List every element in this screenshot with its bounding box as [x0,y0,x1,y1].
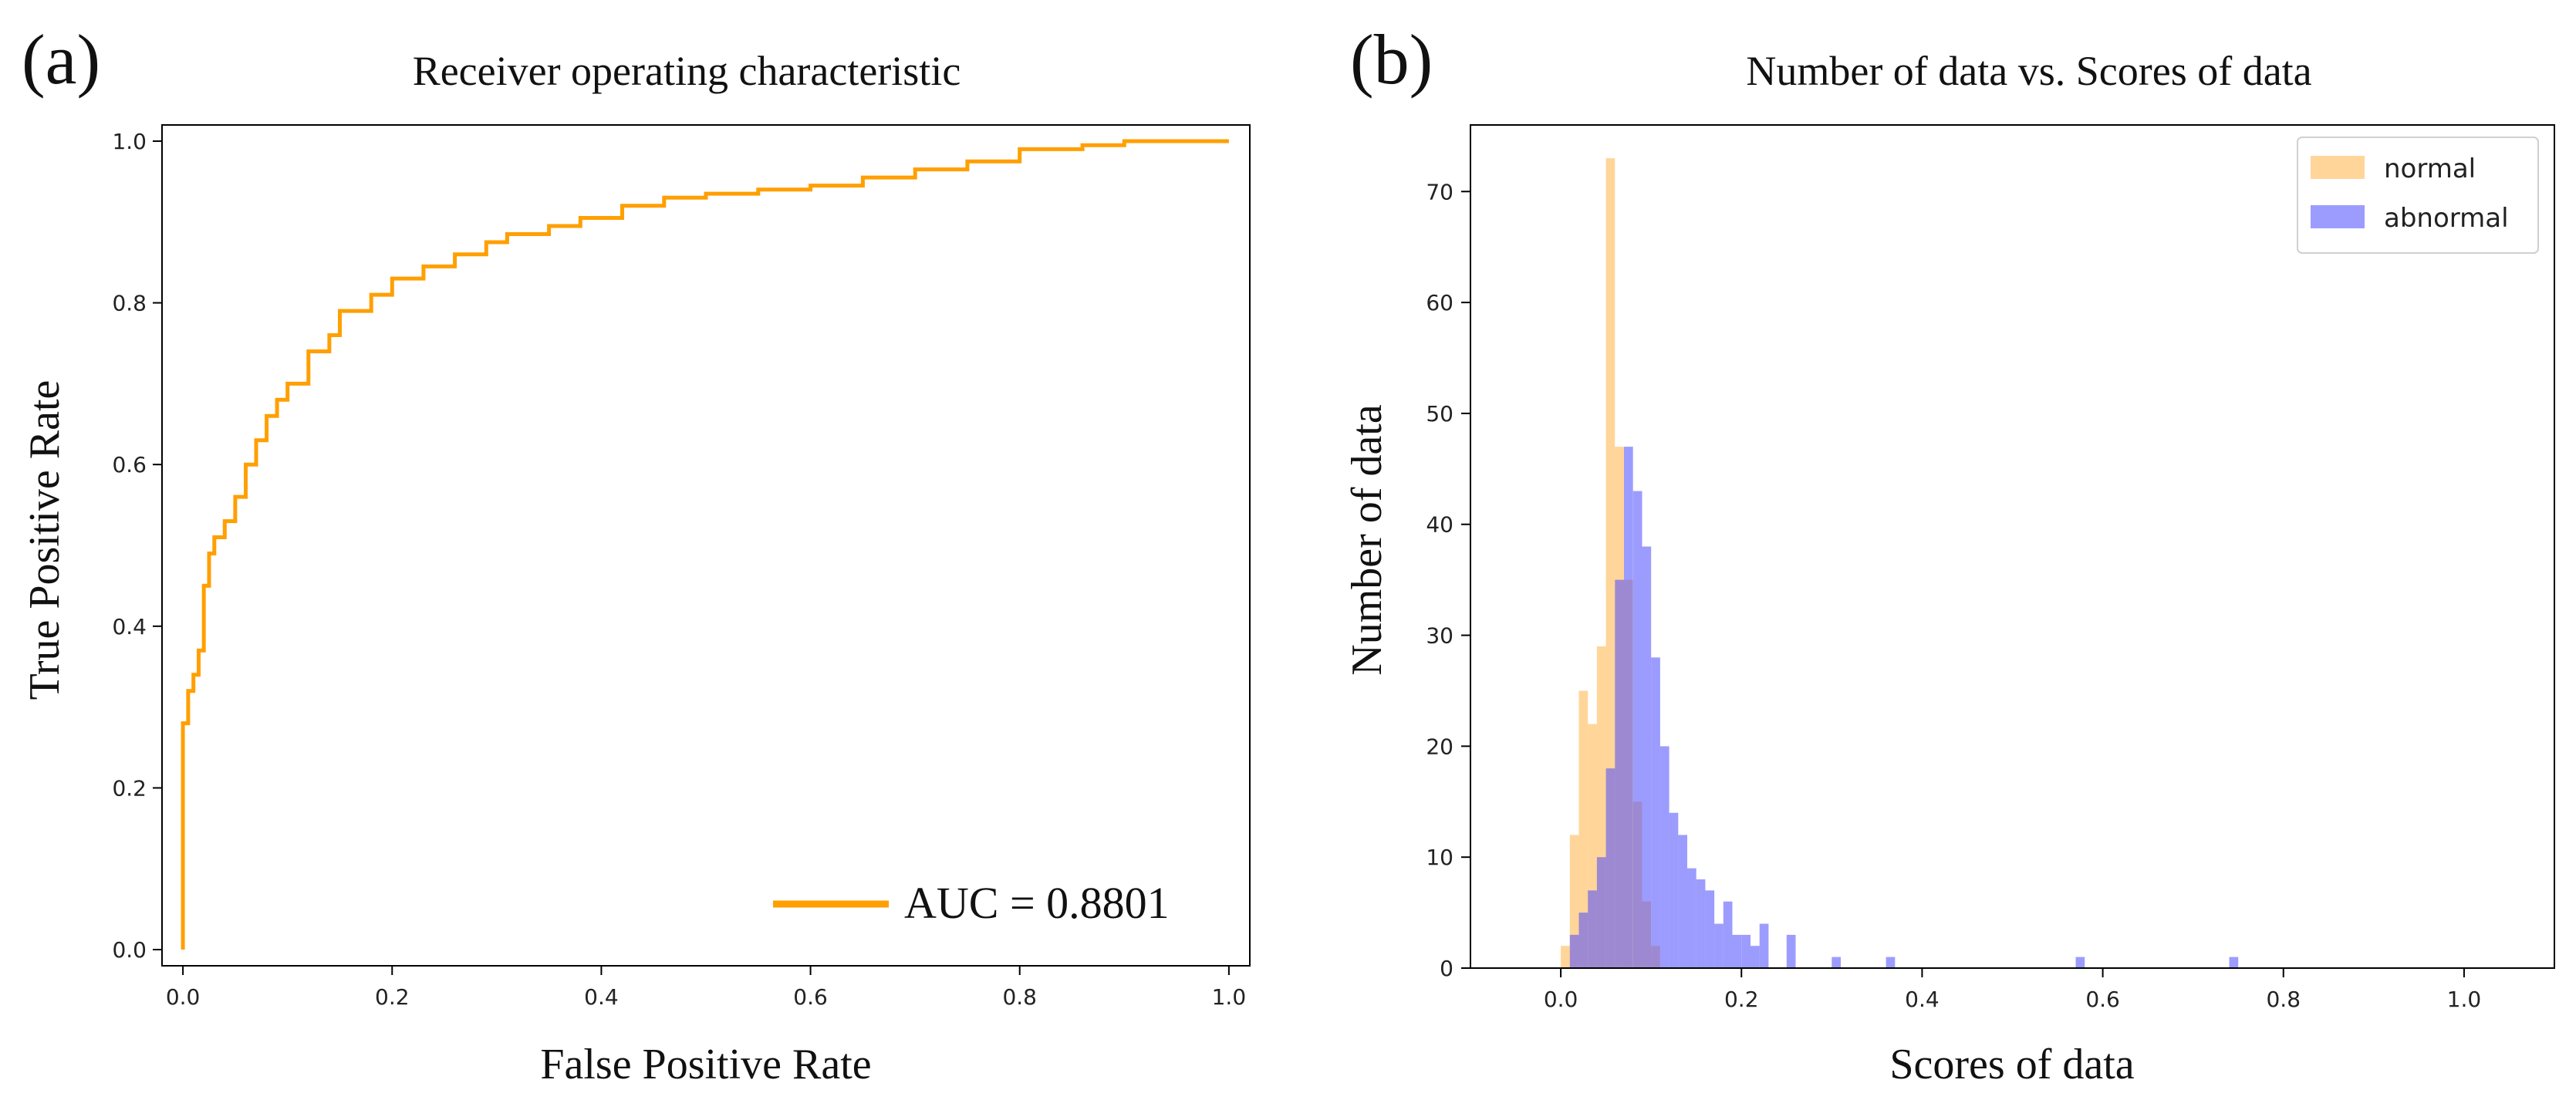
hist-bar-abnormal [1569,934,1579,968]
hist-bar-normal [1578,690,1588,968]
legend-label-normal: normal [2384,154,2476,184]
hist-bar-abnormal [1588,890,1597,968]
hist-bar-abnormal [1832,957,1841,968]
hist-bar-abnormal [1659,746,1670,968]
hist-ytick-label: 70 [1426,179,1453,204]
legend-swatch-normal [2311,156,2365,179]
hist-bar-normal [1561,946,1570,968]
hist-bar-abnormal [1714,923,1724,968]
roc-ytick-label: 0.8 [112,291,147,316]
hist-bar-abnormal [1759,923,1769,968]
panel-b-tag: (b) [1350,20,1433,99]
roc-curve-line [181,139,1229,950]
legend-swatch-abnormal [2311,205,2365,228]
hist-bar-abnormal [1751,946,1760,968]
roc-ytick-label: 0.2 [112,775,147,801]
hist-xtick-label: 0.0 [1544,987,1578,1012]
hist-xtick-label: 0.4 [1905,987,1940,1012]
panel-a-tag: (a) [22,20,100,99]
panel-a-roc: (a) Receiver operating characteristic 0.… [21,20,1251,1088]
hist-bar-abnormal [1696,879,1706,968]
roc-ytick-label: 0.4 [112,614,147,639]
hist-bar-abnormal [2075,957,2085,968]
hist-xtick-label: 0.8 [2266,987,2301,1012]
hist-bar-abnormal [1632,491,1642,968]
roc-ytick-label: 0.0 [112,937,147,963]
hist-xlabel: Scores of data [1889,1041,2134,1088]
hist-bar-abnormal [1732,934,1742,968]
roc-xtick-label: 1.0 [1212,984,1247,1010]
hist-bar-abnormal [1678,835,1687,968]
roc-legend: AUC = 0.8801 [773,878,1170,928]
roc-xlabel: False Positive Rate [540,1041,871,1088]
panel-b-histogram: (b) Number of data vs. Scores of data 0.… [1343,20,2555,1088]
roc-plot-frame [161,124,1251,967]
hist-bar-normal [1569,835,1579,968]
hist-bar-abnormal [1615,579,1624,968]
hist-bar-normal [1605,158,1615,969]
roc-ytick-label: 1.0 [112,129,147,154]
legend-label-abnormal: abnormal [2384,203,2509,234]
hist-bar-abnormal [1651,657,1660,968]
hist-bar-abnormal [1578,913,1588,968]
roc-xtick-label: 0.4 [584,984,619,1010]
hist-bar-abnormal [1605,768,1615,968]
hist-ytick-label: 60 [1426,290,1453,315]
hist-bar-abnormal [1642,546,1652,968]
hist-xtick-label: 0.2 [1724,987,1759,1012]
hist-legend: normal abnormal [2297,137,2539,254]
hist-bar-abnormal [1596,857,1606,968]
roc-ylabel: True Positive Rate [21,380,69,700]
hist-bar-abnormal [1886,957,1896,968]
hist-ytick-label: 20 [1426,734,1453,759]
hist-title: Number of data vs. Scores of data [1746,48,2311,94]
hist-ytick-label: 40 [1426,512,1453,538]
hist-xtick-label: 1.0 [2447,987,2482,1012]
roc-xtick-label: 0.6 [793,984,828,1010]
hist-bar-abnormal [1723,901,1733,968]
hist-bar-abnormal [1687,868,1697,968]
hist-xtick-label: 0.6 [2085,987,2120,1012]
hist-bar-abnormal [1705,890,1715,968]
roc-ytick-label: 0.6 [112,452,147,477]
hist-ytick-label: 10 [1426,845,1453,870]
hist-bar-normal [1588,724,1597,968]
hist-bar-abnormal [2229,957,2239,968]
roc-legend-label: AUC = 0.8801 [904,878,1170,928]
hist-bar-abnormal [1786,934,1796,968]
hist-bar-normal [1596,646,1606,968]
hist-ytick-label: 0 [1440,956,1453,981]
hist-ylabel: Number of data [1343,404,1391,676]
hist-bar-abnormal [1624,447,1633,968]
roc-xtick-label: 0.2 [375,984,410,1010]
roc-xtick-label: 0.8 [1002,984,1037,1010]
hist-bar-abnormal [1741,934,1751,968]
hist-bar-abnormal [1669,812,1679,968]
hist-ytick-label: 50 [1426,401,1453,427]
hist-plot-frame [1470,124,2555,969]
roc-xtick-label: 0.0 [166,984,201,1010]
roc-title: Receiver operating characteristic [413,48,961,94]
hist-ytick-label: 30 [1426,623,1453,649]
